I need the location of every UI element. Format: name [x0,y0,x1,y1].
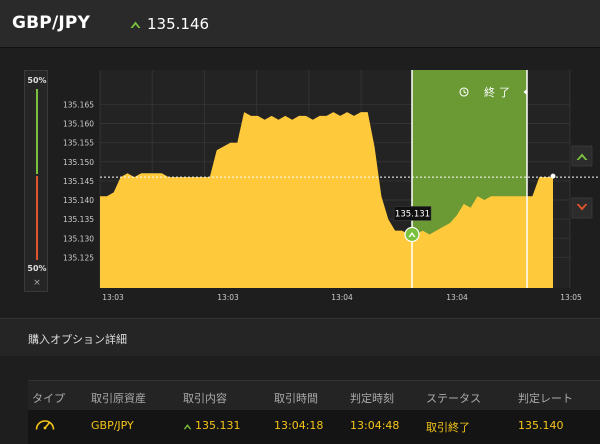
sentiment-panel: 50% 50% × [24,70,48,292]
y-tick-label: 135.165 [63,100,94,109]
gauge-icon [35,420,55,430]
y-tick-label: 135.140 [63,196,94,205]
y-tick-label: 135.155 [63,139,94,148]
purchase-details-header: 購入オプション詳細 [0,318,600,356]
y-tick-label: 135.135 [63,215,94,224]
x-tick-label: 13:04 [331,293,353,302]
down-arrow-icon [576,204,588,211]
price-area [100,112,553,288]
up-arrow-icon [408,231,416,237]
col-asset: 取引原資産 [91,392,146,405]
entry-label: 135.131 [395,209,430,219]
row-judge-time: 13:04:48 [350,419,400,432]
table-header: タイプ 取引原資産 取引内容 取引時間 判定時刻 ステータス 判定レート [28,380,600,410]
col-rate: 判定レート [518,392,573,405]
row-asset: GBP/JPY [91,419,134,432]
collapse-arrow-icon [523,89,527,95]
up-arrow-icon [183,423,192,429]
close-icon[interactable]: × [33,278,41,288]
up-sentiment-bar [36,89,38,174]
col-status: ステータス [426,392,481,405]
current-price-dot [550,173,556,179]
up-arrow-icon [130,21,141,28]
y-tick-label: 135.160 [63,120,94,129]
down-sentiment-bar [36,176,38,260]
x-tick-label: 13:03 [217,293,239,302]
down-percentage: 50% [27,264,47,273]
row-content-value: 135.131 [195,419,241,432]
col-content: 取引内容 [183,392,227,405]
x-tick-label: 13:05 [560,293,582,302]
row-trade-time: 13:04:18 [274,419,324,432]
section-title: 購入オプション詳細 [28,333,127,346]
col-judge-time: 判定時刻 [350,392,394,405]
current-price: 135.146 [147,15,210,33]
chart-area: 135.165 135.160 135.155 135.150 135.145 135.1… [0,48,600,316]
y-tick-label: 135.145 [63,177,94,186]
y-tick-label: 135.130 [63,234,94,243]
table-row[interactable]: GBP/JPY 135.131 13:04:18 13:04:48 取引終了 1… [28,410,600,444]
entry-label-box [393,206,432,221]
end-label: 終了 [484,85,514,99]
col-trade-time: 取引時間 [274,392,318,405]
y-tick-label: 135.125 [63,253,94,262]
y-tick-label: 135.150 [63,158,94,167]
asset-header: GBP/JPY 135.146 [0,0,600,48]
row-status: 取引終了 [426,421,470,434]
current-price-group: 135.146 [130,15,209,33]
asset-pair: GBP/JPY [12,13,91,33]
col-type: タイプ [32,392,65,405]
up-arrow-icon [576,153,588,160]
x-tick-label: 13:03 [102,293,124,302]
price-chart: 135.165 135.160 135.155 135.150 135.145 135.1… [63,70,600,302]
up-percentage: 50% [27,76,47,85]
x-tick-label: 13:04 [446,293,468,302]
row-content: 135.131 [183,419,241,432]
clock-icon [459,87,469,97]
row-rate: 135.140 [518,419,564,432]
